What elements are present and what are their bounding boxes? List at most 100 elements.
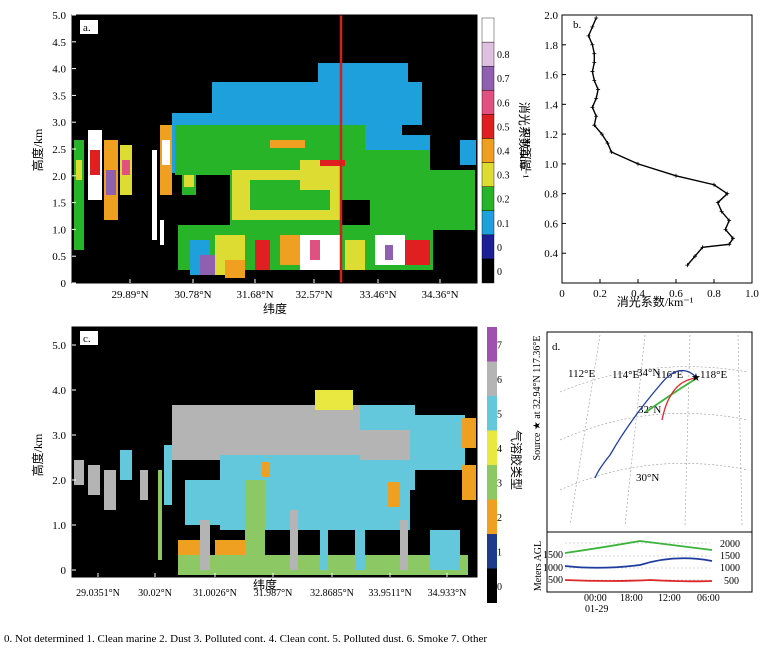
panel-a-colorbar-tick-label: 0.8	[497, 50, 510, 61]
panel-b-label: b.	[573, 19, 582, 31]
panel-b-y-tick-label: 1.8	[544, 40, 558, 52]
panel-c-y-tick-label: 1.0	[52, 520, 66, 532]
panel-b-data-point	[586, 33, 591, 38]
panel-b-data-point	[599, 132, 604, 137]
panel-a-colorbar-tick-label: 0.5	[497, 122, 510, 133]
panel-c-y-tick-label: 0	[61, 565, 67, 577]
panel-a-colorbar-tick-label: 0	[497, 243, 502, 254]
panel-a-y-tick-label: 4.5	[52, 37, 66, 49]
panel-c-y-tick-label: 4.0	[52, 385, 66, 397]
panel-a-y-tick-label: 5.0	[52, 10, 66, 22]
panel-c-x-axis-label: 纬度	[253, 577, 277, 592]
panel-d-label: d.	[552, 341, 561, 353]
panel-a-y-tick-label: 3.0	[52, 117, 66, 129]
panel-c-x-tick-label: 31.0026°N	[193, 588, 237, 599]
panel-d-height-tick-left-1000: 1000	[543, 563, 563, 574]
panel-a-y-tick-label: 2.0	[52, 171, 66, 183]
panel-a-y-tick-label: 2.5	[52, 144, 66, 156]
panel-c-y-axis-label: 高度/km	[30, 433, 45, 476]
panel-a-colorbar-swatch	[481, 90, 495, 115]
panel-a-colorbar-swatch	[481, 162, 495, 187]
panel-a-colorbar-tick-label: 0.3	[497, 171, 510, 182]
panel-b-x-tick-label: 0.2	[593, 288, 607, 300]
panel-a-colorbar-swatch	[481, 41, 495, 67]
panel-b-data-point	[685, 263, 690, 268]
panel-b-plot-area	[561, 14, 753, 284]
panel-d-lat-label-30: 30°N	[636, 472, 659, 484]
panel-b-y-tick-label: 1.0	[544, 159, 558, 171]
panel-d: d. 34°N 32°N 30°N 112°E 114°E 116°E 118°…	[532, 331, 753, 615]
panel-b-x-tick-label: 0.6	[669, 288, 683, 300]
panel-b-y-tick-label: 1.2	[544, 129, 558, 141]
panel-d-height-tick-right-1000: 1000	[720, 563, 740, 574]
panel-b-data-point	[590, 69, 595, 74]
panel-c-label: c.	[83, 333, 91, 345]
panel-a-colorbar-tick-label: 0	[497, 267, 502, 278]
panel-d-height-tick-left-1500: 1500	[543, 550, 563, 561]
panel-c: c. 0 1.0 2.0 3.0 4.0 5.0 29.0351°N 30.02°N 31.0…	[30, 326, 524, 603]
panel-d-time-label-1: 18:00	[620, 593, 643, 604]
panel-d-lon-label-118: 118°E	[700, 369, 727, 381]
panel-c-colorbar-tick-label: 2	[497, 513, 502, 524]
panel-c-colorbar-tick-label: 7	[497, 340, 502, 351]
panel-d-time-label-0: 00:00	[584, 593, 607, 604]
panel-b-y-tick-label: 2.0	[544, 10, 558, 22]
panel-c-y-tick-label: 3.0	[52, 430, 66, 442]
panel-a-y-tick-label: 1.0	[52, 224, 66, 236]
panel-b-y-tick-label: 1.6	[544, 70, 558, 82]
panel-b-data-point	[725, 191, 730, 196]
panel-d-lat-label-34: 34°N	[637, 367, 660, 379]
panel-c-aerosol-field	[74, 390, 476, 575]
panel-d-height-tick-right-500: 500	[724, 576, 739, 587]
panel-b-data-point	[605, 141, 610, 146]
panel-a-x-tick-label: 32.57°N	[295, 289, 332, 301]
panel-a-y-tick-label: 4.0	[52, 64, 66, 76]
panel-c-colorbar-swatch	[487, 465, 497, 500]
panel-a-colorbar-swatch	[481, 114, 495, 139]
panel-d-time-label-3: 06:00	[697, 593, 720, 604]
panel-c-colorbar-swatch	[487, 361, 497, 396]
panel-b-data-point	[715, 200, 720, 205]
trajectory-blue-height	[564, 557, 713, 569]
panel-b-data-point	[592, 123, 597, 128]
panel-c-colorbar-tick-label: 1	[497, 547, 502, 558]
panel-a-colorbar-tick-label: 0.2	[497, 195, 510, 206]
panel-b-data-point	[700, 245, 705, 250]
panel-a-y-axis-label: 高度/km	[30, 128, 45, 171]
panel-c-colorbar-tick-label: 4	[497, 444, 502, 455]
panel-c-colorbar-swatch	[487, 327, 497, 362]
trajectory-green-height	[564, 540, 713, 554]
panel-b-data-point	[592, 78, 597, 83]
panel-b-data-point	[727, 218, 732, 223]
panel-a-colorbar-swatch	[481, 234, 495, 260]
panel-b-data-point	[590, 105, 595, 110]
panel-a-colorbar-tick-label: 0.1	[497, 219, 510, 230]
panel-b-data-point	[594, 96, 599, 101]
trajectory-red-map	[661, 377, 698, 421]
panel-b-data-point	[719, 209, 724, 214]
panel-d-date-label: 01-29	[585, 604, 608, 615]
panel-c-colorbar-label: 气溶胶类型	[509, 430, 524, 490]
panel-b-data-point	[693, 254, 697, 259]
panel-a-y-tick-label: 0	[61, 278, 67, 290]
panel-c-y-tick-label: 5.0	[52, 340, 66, 352]
aerosol-type-legend-caption: 0. Not determined 1. Clean marine 2. Dus…	[4, 633, 488, 645]
panel-a-label: a.	[83, 22, 91, 34]
panel-a-colorbar-swatch	[481, 17, 495, 43]
panel-b-data-point	[712, 182, 716, 187]
trajectory-blue-map	[594, 369, 698, 479]
panel-a-x-tick-label: 30.78°N	[174, 289, 211, 301]
panel-a-colorbar-swatch	[481, 210, 495, 236]
panel-c-colorbar-swatch	[487, 396, 497, 431]
panel-b-data-point	[727, 242, 732, 247]
panel-b-x-tick-label: 1.0	[745, 288, 759, 300]
panel-b-data-point	[609, 149, 614, 154]
panel-c-x-tick-label: 29.0351°N	[76, 588, 120, 599]
panel-d-graticule	[559, 334, 749, 526]
panel-b-data-point	[590, 42, 595, 47]
panel-a-x-tick-label: 29.89°N	[111, 289, 148, 301]
panel-c-x-tick-label: 31.987°N	[254, 588, 293, 599]
panel-b-x-tick-label: 0.4	[631, 288, 645, 300]
panel-b-data-point	[636, 161, 640, 166]
panel-b-data-point	[594, 15, 599, 20]
